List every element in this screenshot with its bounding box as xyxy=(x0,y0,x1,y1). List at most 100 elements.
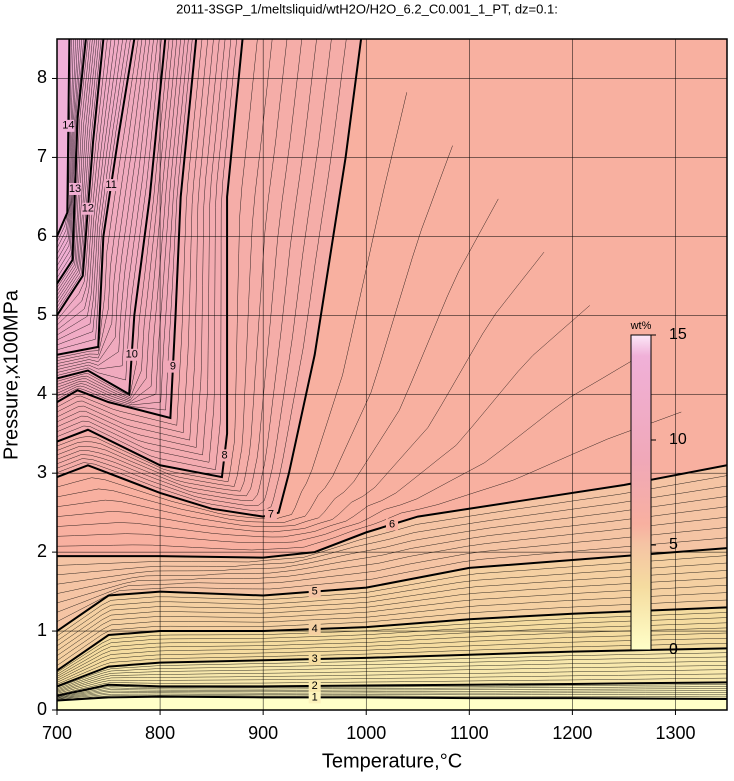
minor-contour xyxy=(57,656,727,689)
contour-label-bg xyxy=(62,119,75,132)
x-tick-label: 1200 xyxy=(552,723,592,743)
minor-contour xyxy=(57,39,127,346)
contour-label-bg xyxy=(125,348,138,361)
minor-contour xyxy=(57,39,158,373)
minor-contour xyxy=(57,496,727,585)
contour-label-bg xyxy=(264,508,277,521)
minor-contour xyxy=(57,145,453,523)
minor-contour xyxy=(57,39,273,487)
minor-contour xyxy=(57,251,545,533)
chart-title: 2011-3SGP_1/meltsliquid/wtH2O/H2O_6.2_C0… xyxy=(176,1,558,16)
minor-contour xyxy=(57,39,97,304)
minor-contour xyxy=(57,39,193,411)
minor-contour xyxy=(57,39,116,331)
plot-frame xyxy=(56,38,728,711)
colorbar-tick-label: 5 xyxy=(669,536,678,553)
contour-label: 5 xyxy=(312,585,318,597)
minor-contour xyxy=(57,537,727,622)
minor-contour xyxy=(57,39,288,492)
minor-contour xyxy=(57,39,150,367)
contour-label: 11 xyxy=(105,179,116,191)
minor-contour xyxy=(57,39,112,326)
y-tick-label: 4 xyxy=(37,383,47,403)
contour-label: 4 xyxy=(312,623,318,635)
minor-contour xyxy=(57,39,143,361)
x-tick-label: 1300 xyxy=(655,723,695,743)
minor-contour xyxy=(57,39,220,448)
minor-contour xyxy=(57,39,170,397)
contour-label: 9 xyxy=(170,361,176,373)
contour-label: 14 xyxy=(62,120,74,132)
x-tick-label: 1000 xyxy=(346,723,386,743)
minor-contour xyxy=(57,39,302,497)
y-tick-label: 1 xyxy=(37,620,47,640)
minor-contour xyxy=(57,39,78,261)
minor-contour xyxy=(57,516,727,604)
minor-contour xyxy=(57,39,232,463)
x-tick-label: 800 xyxy=(145,723,175,743)
colorbar-label: wt% xyxy=(630,320,652,332)
contour-line xyxy=(57,39,198,420)
x-tick-label: 700 xyxy=(42,723,72,743)
x-axis-label: Temperature,°C xyxy=(322,750,462,772)
minor-contour xyxy=(57,39,139,358)
minor-contour xyxy=(57,562,727,642)
minor-contour xyxy=(57,39,95,300)
y-tick-label: 0 xyxy=(37,699,47,719)
contour-label-bg xyxy=(308,653,321,666)
minor-contour xyxy=(57,622,727,677)
minor-contour xyxy=(57,39,208,433)
minor-contour xyxy=(57,39,80,267)
y-tick-label: 2 xyxy=(37,541,47,561)
y-tick-label: 6 xyxy=(37,225,47,245)
contour-label-bg xyxy=(69,182,82,195)
minor-contour xyxy=(57,39,123,341)
minor-contour xyxy=(57,39,258,483)
contour-label: 1 xyxy=(312,691,318,703)
contour-label-bg xyxy=(386,518,398,531)
minor-contour xyxy=(57,592,727,661)
minor-contour xyxy=(57,617,727,675)
contour-label: 13 xyxy=(69,183,81,195)
contour-band xyxy=(57,39,70,237)
minor-contour xyxy=(57,669,727,693)
contour-line xyxy=(57,39,71,237)
minor-contour xyxy=(57,638,727,683)
minor-contour xyxy=(57,485,727,575)
contour-label: 3 xyxy=(312,653,318,665)
y-tick-label: 7 xyxy=(37,146,47,166)
minor-contour xyxy=(57,411,682,551)
contour-label-bg xyxy=(105,179,118,192)
minor-contour xyxy=(57,39,177,400)
minor-contour xyxy=(57,39,174,399)
contour-label-bg xyxy=(308,679,321,692)
contour-label: 12 xyxy=(82,203,94,215)
colorbar xyxy=(630,334,652,651)
colorbar-tick-label: 15 xyxy=(669,326,687,343)
minor-contour xyxy=(57,39,317,501)
minor-contour xyxy=(57,39,189,406)
minor-contour xyxy=(57,527,727,613)
colorbar-tick-label: 10 xyxy=(669,431,687,448)
minor-contour xyxy=(57,39,76,255)
contour-line xyxy=(57,39,244,479)
minor-contour xyxy=(57,39,214,441)
minor-contour xyxy=(57,39,203,426)
minor-contour xyxy=(57,39,332,506)
minor-contour xyxy=(57,665,727,692)
minor-contour xyxy=(57,39,74,249)
contour-label: 8 xyxy=(221,449,227,461)
minor-contour xyxy=(57,92,407,520)
minor-contour xyxy=(57,198,499,528)
y-tick-label: 8 xyxy=(37,67,47,87)
contour-label: 6 xyxy=(389,518,395,530)
minor-contour xyxy=(57,475,727,566)
contour-label-bg xyxy=(81,202,94,215)
contour-label: 10 xyxy=(126,349,138,361)
contour-label: 7 xyxy=(268,509,274,521)
contour-label-bg xyxy=(308,585,321,598)
contour-line xyxy=(57,39,136,356)
minor-contour xyxy=(57,39,162,381)
